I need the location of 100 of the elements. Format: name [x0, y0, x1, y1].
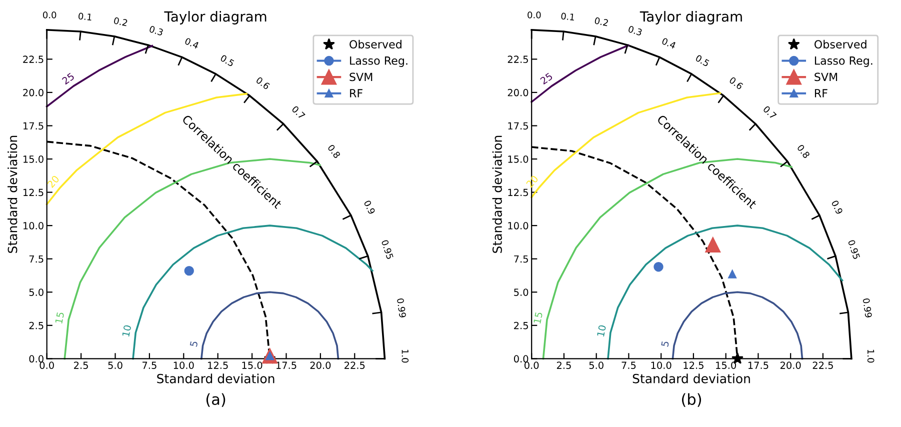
y-tick-label: 20.0	[23, 88, 44, 96]
x-tick-label: 7.5	[142, 362, 156, 369]
y-tick-label: 15.0	[23, 155, 44, 163]
legend-label: SVM	[814, 72, 838, 82]
annotation: 0.95	[381, 240, 394, 260]
x-tick-label: 5.0	[589, 362, 604, 369]
x-tick-label: 17.5	[276, 362, 296, 369]
y-tick-label: 5.0	[514, 288, 528, 296]
legend-label: SVM	[350, 72, 372, 82]
y-tick-label: 17.5	[23, 122, 44, 130]
annotation: 0.8	[796, 144, 810, 159]
text: 10	[122, 324, 132, 337]
legend-label: Observed	[814, 40, 866, 48]
y-tick-label: 10.0	[508, 222, 528, 230]
line-series	[132, 224, 374, 360]
x-tick-label: 22.5	[812, 362, 833, 369]
y-tick-label: 7.5	[29, 255, 44, 263]
line-series	[200, 291, 340, 360]
annotation: 0.3	[628, 25, 642, 36]
line-series	[530, 44, 630, 103]
y-tick-label: 0.0	[514, 355, 528, 363]
text: (b)	[682, 393, 702, 407]
y-axis-title: Standard deviation	[492, 136, 502, 253]
y-tick-label: 2.5	[514, 322, 528, 330]
x-tick-label: 20.0	[310, 362, 331, 369]
line-series	[672, 291, 804, 360]
text: 20	[526, 174, 539, 188]
annotation: 0.99	[862, 298, 872, 318]
point	[728, 270, 736, 278]
y-tick-label: 22.5	[508, 56, 528, 64]
y-tick-label: 10.0	[23, 222, 44, 230]
x-tick-label: 20.0	[780, 362, 801, 369]
x-tick-label: 10.0	[651, 362, 672, 369]
text: 25	[62, 72, 75, 85]
legend-label: Observed	[350, 40, 402, 48]
text: 25	[540, 72, 553, 85]
annotation: 1.0	[867, 350, 874, 363]
y-tick-label: 0.0	[29, 355, 44, 363]
text: (a)	[206, 393, 226, 407]
x-tick-label: 10.0	[174, 362, 194, 369]
point	[654, 262, 664, 272]
x-tick-label: 2.5	[556, 362, 571, 369]
y-tick-label: 2.5	[29, 322, 44, 330]
text: 15	[534, 312, 543, 324]
x-tick-label: 5.0	[108, 362, 122, 369]
x-tick-label: 15.0	[716, 362, 736, 369]
x-axis-title: Standard deviation	[157, 374, 274, 384]
text: 5	[661, 340, 670, 347]
x-tick-label: 0.0	[524, 362, 539, 369]
annotation: 0.9	[831, 200, 844, 215]
annotation: 0.3	[148, 25, 164, 36]
annotation: 0.5	[695, 54, 710, 67]
legend-label: Lasso Reg.	[814, 56, 872, 67]
y-tick-label: 5.0	[29, 288, 44, 296]
y-tick-label: 7.5	[514, 255, 528, 263]
annotation: 0.0	[528, 12, 541, 18]
y-tick-label: 12.5	[23, 188, 44, 196]
text: 20	[46, 174, 60, 188]
line-series	[46, 44, 154, 108]
annotation: 0.7	[291, 105, 306, 120]
legend-label: Lasso Reg.	[350, 56, 408, 67]
x-tick-label: 22.5	[344, 362, 365, 369]
text: 15	[55, 312, 64, 324]
annotation: 0.99	[396, 298, 406, 318]
annotation: 1.0	[402, 350, 409, 363]
x-tick-label: 2.5	[74, 362, 88, 369]
legend-label: RF	[350, 89, 362, 98]
annotation: 0.4	[661, 37, 676, 50]
y-axis-title: Standard deviation	[8, 136, 18, 253]
x-tick-label: 0.0	[40, 362, 54, 369]
y-tick-label: 20.0	[508, 88, 528, 96]
annotation: 0.2	[114, 17, 128, 26]
annotation: 0.6	[256, 76, 270, 90]
x-tick-label: 17.5	[748, 362, 768, 369]
y-tick-label: 22.5	[23, 56, 44, 64]
text: 10	[596, 324, 606, 337]
legend-label: RF	[814, 89, 828, 98]
annotation: 0.0	[43, 12, 56, 18]
annotation: 0.7	[762, 105, 777, 120]
x-axis-title: Standard deviation	[632, 374, 750, 384]
x-tick-label: 12.5	[208, 362, 228, 369]
point	[705, 237, 721, 253]
annotation: 0.4	[184, 37, 200, 50]
chart-title: Taylor diagram	[640, 11, 742, 24]
annotation: 0.9	[364, 200, 376, 215]
y-tick-label: 12.5	[508, 188, 528, 196]
annotation: 0.1	[560, 12, 574, 21]
annotation: 0.6	[728, 76, 744, 90]
text: 5	[190, 340, 198, 347]
chart-title: Taylor diagram	[164, 11, 266, 24]
line-series	[607, 224, 844, 360]
x-tick-label: 7.5	[622, 362, 636, 369]
x-tick-label: 12.5	[684, 362, 704, 369]
y-tick-label: 17.5	[508, 122, 528, 130]
annotation: 0.2	[594, 17, 608, 26]
annotation: 0.95	[848, 240, 860, 260]
annotation: 0.8	[327, 144, 341, 159]
y-tick-label: 15.0	[508, 155, 528, 163]
x-tick-label: 15.0	[242, 362, 262, 369]
annotation: 0.5	[220, 54, 235, 67]
